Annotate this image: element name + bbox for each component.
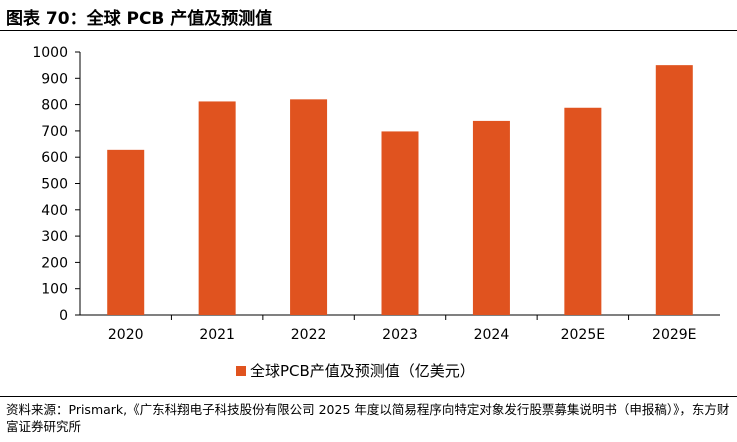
y-tick-label: 100 [41, 282, 68, 298]
bar [198, 101, 236, 315]
x-tick-label: 2022 [291, 327, 327, 343]
x-tick-label: 2020 [108, 327, 144, 343]
y-tick-label: 200 [41, 255, 68, 271]
y-tick-label: 800 [41, 98, 68, 114]
x-tick-label: 2023 [382, 327, 418, 343]
legend-swatch [236, 365, 246, 376]
chart-legend: 全球PCB产值及预测值（亿美元） [236, 360, 475, 381]
bar [381, 131, 419, 315]
bar [107, 149, 145, 315]
legend-label: 全球PCB产值及预测值（亿美元） [250, 362, 475, 380]
bottom-divider [0, 396, 737, 397]
y-tick-label: 500 [41, 177, 68, 193]
y-tick-label: 1000 [32, 45, 68, 61]
bar [472, 120, 510, 315]
x-tick-label: 2021 [199, 327, 235, 343]
x-tick-label: 2024 [474, 327, 510, 343]
y-tick-label: 400 [41, 203, 68, 219]
page-title: 图表 70：全球 PCB 产值及预测值 [6, 9, 273, 29]
x-tick-label: 2029E [652, 327, 696, 343]
x-tick-label: 2025E [561, 327, 605, 343]
y-tick-label: 700 [41, 124, 68, 140]
bar [564, 107, 602, 315]
source-note: 资料来源：Prismark,《广东科翔电子科技股份有限公司 2025 年度以简易… [6, 402, 730, 434]
bar [655, 65, 693, 316]
y-tick-label: 600 [41, 150, 68, 166]
bar-chart: 2020 2021 2022 2023 2024 2025E 2029E 0 100 200 30… [32, 45, 720, 343]
top-divider [0, 30, 737, 31]
y-tick-label: 300 [41, 229, 68, 245]
bar [290, 99, 328, 315]
y-tick-label: 0 [59, 308, 68, 324]
y-tick-label: 900 [41, 71, 68, 87]
